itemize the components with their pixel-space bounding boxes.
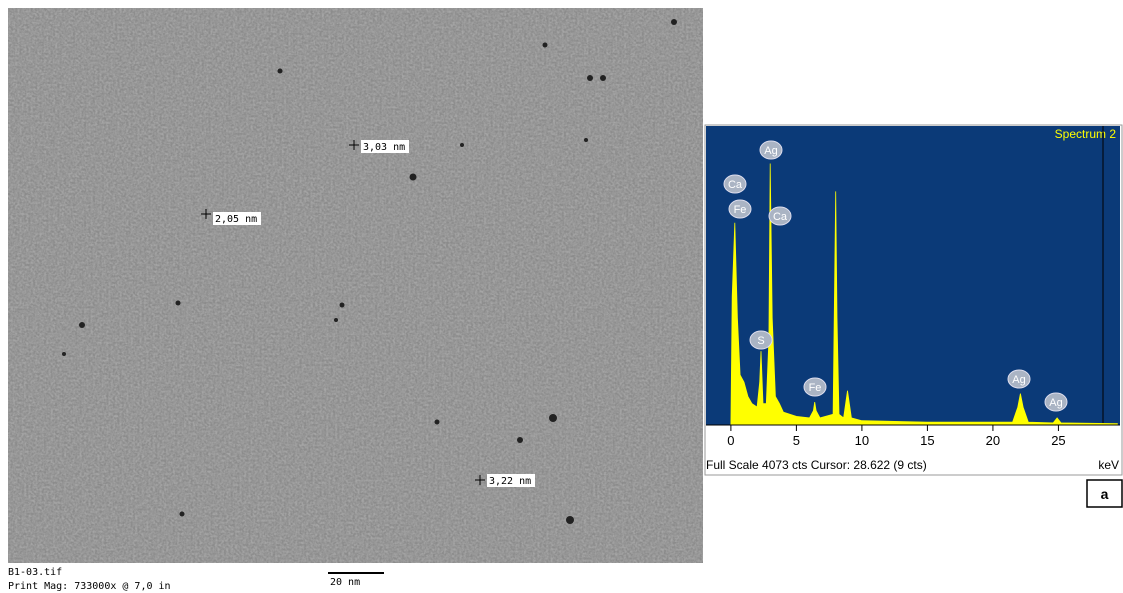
spectrum-title: Spectrum 2 [1055, 127, 1117, 141]
measurement-label: 3,22 nm [489, 476, 531, 487]
x-tick-label: 0 [727, 433, 734, 448]
measurement-label: 3,03 nm [363, 142, 405, 153]
peak-label: Ag [1049, 397, 1062, 409]
x-tick-label: 10 [855, 433, 869, 448]
footer: Full Scale 4073 cts Cursor: 28.622 (9 ct… [706, 458, 927, 472]
peak-label: Fe [809, 382, 822, 394]
x-tick-label: 20 [986, 433, 1000, 448]
peak-label: Fe [734, 204, 747, 216]
peak-label: Ca [773, 211, 788, 223]
file-name: B1-03.tif [8, 567, 62, 578]
x-tick-label: 15 [920, 433, 934, 448]
x-tick-label: 25 [1051, 433, 1065, 448]
peak-label: S [757, 335, 764, 347]
scale-bar-label: 20 nm [330, 577, 360, 588]
x-axis-label: keV [1098, 458, 1119, 472]
panel-label: a [1101, 486, 1109, 502]
x-tick-label: 5 [793, 433, 800, 448]
peak-label: Ca [728, 179, 743, 191]
measurement-label: 2,05 nm [215, 214, 257, 225]
peak-label: Ag [764, 145, 777, 157]
peak-label: Ag [1012, 374, 1025, 386]
tem-image: 3,03 nm 2,05 nm 3,22 nm [8, 8, 703, 563]
figure: 3,03 nm 2,05 nm 3,22 nm B1-03.tif Print … [0, 0, 1123, 593]
print-mag: Print Mag: 733000x @ 7,0 in [8, 581, 171, 592]
